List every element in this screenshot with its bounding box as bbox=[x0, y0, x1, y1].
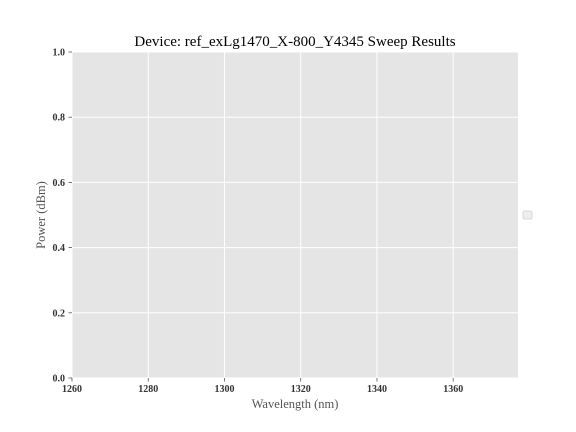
y-tick-label: 0.8 bbox=[53, 113, 66, 124]
legend-box bbox=[522, 210, 533, 220]
chart-title: Device: ref_exLg1470_X-800_Y4345 Sweep R… bbox=[134, 34, 455, 50]
y-axis-ticks: 0.0 0.2 0.4 0.6 0.8 1.0 bbox=[53, 48, 72, 385]
x-tick-label: 1360 bbox=[443, 384, 463, 395]
y-tick-label: 0.6 bbox=[53, 178, 66, 189]
x-tick-label: 1280 bbox=[138, 384, 158, 395]
y-tick-label: 0.4 bbox=[53, 243, 66, 254]
y-tick-label: 0.2 bbox=[53, 308, 66, 319]
x-tick-label: 1300 bbox=[214, 384, 234, 395]
x-tick-label: 1320 bbox=[291, 384, 311, 395]
y-tick-label: 0.0 bbox=[53, 374, 66, 385]
x-axis-ticks: 1260 1280 1300 1320 1340 1360 bbox=[62, 378, 463, 395]
y-tick-label: 1.0 bbox=[53, 48, 66, 59]
grid-lines bbox=[71, 51, 518, 379]
plot-area bbox=[72, 52, 518, 378]
y-axis-label: Power (dBm) bbox=[34, 181, 48, 249]
x-tick-label: 1340 bbox=[367, 384, 387, 395]
x-tick-label: 1260 bbox=[62, 384, 82, 395]
x-axis-label: Wavelength (nm) bbox=[252, 397, 339, 411]
